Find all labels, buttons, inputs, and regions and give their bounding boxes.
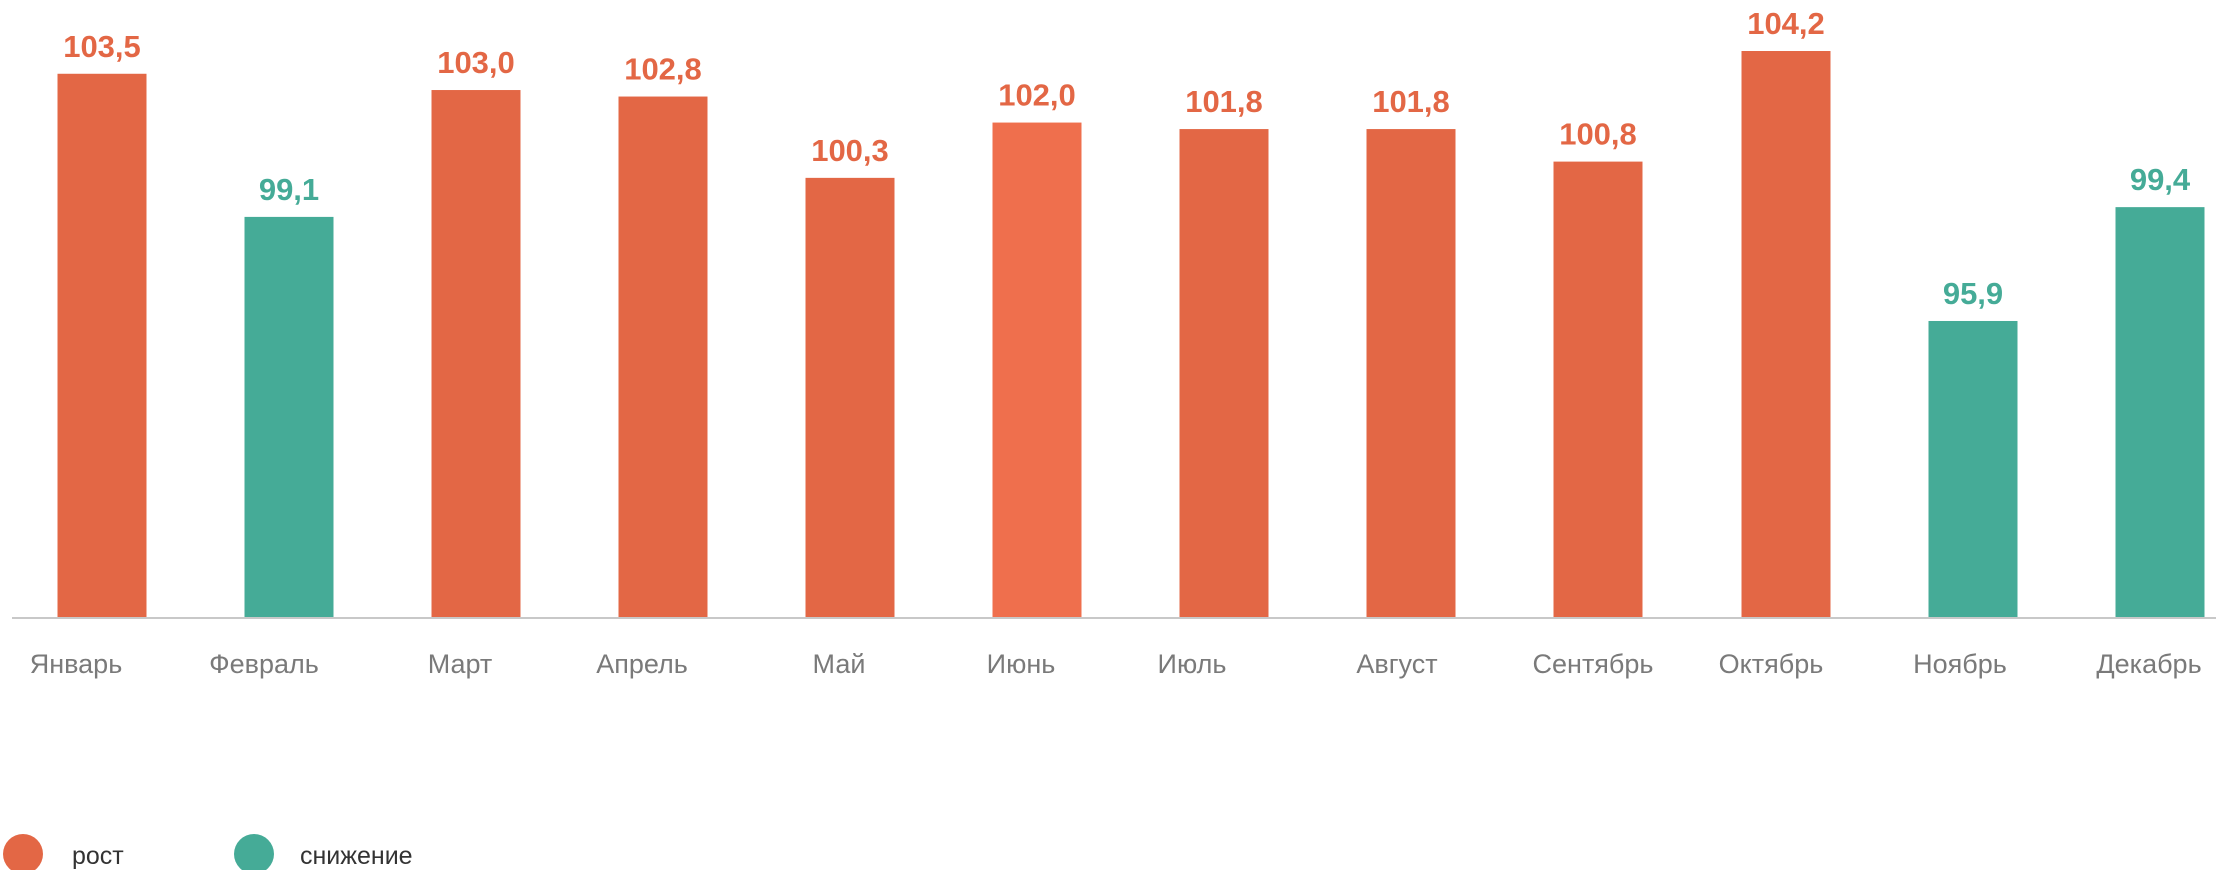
value-label-2: 99,1 — [259, 172, 319, 207]
value-label-1: 103,5 — [63, 29, 141, 64]
category-label-8: Август — [1356, 649, 1437, 679]
bar-1 — [57, 73, 147, 617]
bar-4 — [618, 96, 708, 618]
legend-marker-rise — [3, 834, 43, 870]
category-label-12: Декабрь — [2096, 649, 2201, 679]
bar-10 — [1741, 51, 1831, 617]
category-label-11: Ноябрь — [1913, 649, 2007, 679]
legend-marker-fall — [234, 834, 274, 870]
value-label-6: 102,0 — [998, 78, 1076, 113]
value-label-8: 101,8 — [1372, 84, 1450, 119]
bars-group — [57, 51, 2205, 618]
value-labels-group: 103,5 99,1 103,0 102,8 100,3 102,0 101,8 101,8 1… — [63, 6, 2191, 311]
bar-9 — [1553, 161, 1643, 617]
category-label-10: Октябрь — [1719, 649, 1824, 679]
bar-12 — [2115, 207, 2205, 617]
legend-label-fall: снижение — [300, 842, 413, 870]
bar-11 — [1928, 320, 2018, 617]
value-label-9: 100,8 — [1559, 117, 1637, 152]
value-label-11: 95,9 — [1943, 276, 2003, 311]
category-label-9: Сентябрь — [1533, 649, 1654, 679]
value-label-10: 104,2 — [1747, 6, 1825, 41]
bar-3 — [431, 90, 521, 617]
category-label-4: Апрель — [596, 649, 688, 679]
value-label-4: 102,8 — [624, 52, 702, 87]
value-label-3: 103,0 — [437, 45, 515, 80]
bar-6 — [992, 122, 1082, 617]
category-label-7: Июль — [1158, 649, 1227, 679]
legend-label-rise: рост — [72, 842, 124, 870]
category-label-2: Февраль — [209, 649, 319, 679]
value-label-12: 99,4 — [2130, 162, 2191, 197]
category-label-6: Июнь — [987, 649, 1056, 679]
bar-8 — [1366, 129, 1456, 617]
bar-2 — [244, 216, 334, 617]
category-label-1: Январь — [30, 649, 123, 679]
value-label-5: 100,3 — [811, 133, 889, 168]
value-label-7: 101,8 — [1185, 84, 1263, 119]
category-label-5: Май — [813, 649, 866, 679]
category-labels-group: Январь Февраль Март Апрель Май Июнь Июль Август… — [30, 649, 2202, 679]
bar-5 — [805, 177, 895, 618]
category-label-3: Март — [428, 649, 493, 679]
legend: рост снижение — [3, 834, 413, 870]
bar-7 — [1179, 129, 1269, 617]
